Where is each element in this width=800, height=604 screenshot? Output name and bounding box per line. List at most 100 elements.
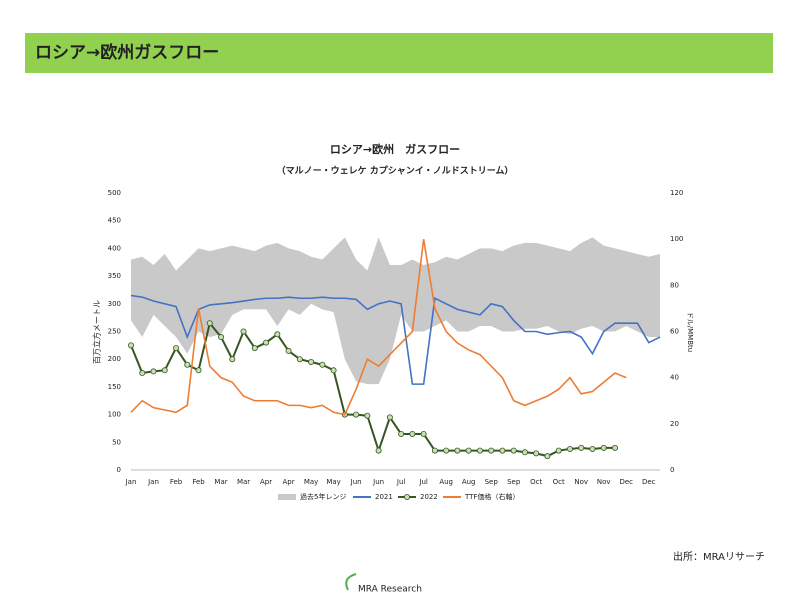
chart-subtitle: （マルノー・ウェレケ カプシャンイ・ノルドストリーム）	[277, 165, 514, 177]
marker	[330, 367, 337, 374]
x-tick-label: Sep	[485, 478, 499, 486]
y-tick-label: 500	[108, 189, 121, 197]
x-tick-label: Jun	[350, 478, 362, 486]
marker	[364, 412, 371, 419]
x-tick-label: Jun	[372, 478, 384, 486]
y2-tick-label: 60	[670, 328, 679, 336]
y-tick-label: 400	[108, 244, 121, 252]
marker	[285, 347, 292, 354]
marker	[600, 444, 607, 451]
marker	[465, 447, 472, 454]
marker	[240, 328, 247, 335]
y-axis-label: 百万立方メートル	[92, 300, 102, 364]
x-tick-label: Mar	[214, 478, 227, 486]
marker	[454, 447, 461, 454]
x-tick-label: Jan	[125, 478, 137, 486]
x-tick-label: May	[304, 478, 318, 486]
marker	[476, 447, 483, 454]
marker	[443, 447, 450, 454]
x-tick-label: Feb	[170, 478, 183, 486]
marker	[488, 447, 495, 454]
y2-tick-label: 40	[670, 374, 679, 382]
x-tick-label: Sep	[507, 478, 521, 486]
x-tick-label: Jul	[418, 478, 428, 486]
marker	[386, 414, 393, 421]
x-tick-label: May	[326, 478, 340, 486]
marker	[353, 411, 360, 418]
header-bar	[25, 33, 773, 73]
x-tick-label: Aug	[462, 478, 476, 486]
marker	[274, 331, 281, 338]
y-tick-label: 150	[108, 383, 121, 391]
y-tick-label: 250	[108, 328, 121, 336]
header-title: ロシア→欧州ガスフロー	[35, 42, 219, 63]
y-tick-label: 300	[108, 300, 121, 308]
marker	[139, 370, 146, 377]
marker	[161, 367, 168, 374]
legend-label: 2022	[420, 493, 438, 501]
marker	[589, 445, 596, 452]
logo: MRA Research	[358, 585, 422, 595]
marker	[578, 444, 585, 451]
series-line	[130, 294, 661, 385]
x-tick-label: Nov	[597, 478, 611, 486]
y-tick-label: 200	[108, 355, 121, 363]
marker	[555, 447, 562, 454]
legend-marker	[403, 493, 410, 500]
y2-tick-label: 100	[670, 235, 683, 243]
marker	[431, 447, 438, 454]
legend-swatch	[278, 494, 296, 500]
x-tick-label: Apr	[260, 478, 272, 486]
marker	[173, 345, 180, 352]
marker	[150, 368, 157, 375]
x-tick-label: Nov	[574, 478, 588, 486]
marker	[218, 334, 225, 341]
x-tick-label: Jan	[147, 478, 159, 486]
y-tick-label: 350	[108, 272, 121, 280]
marker	[544, 453, 551, 460]
y-tick-label: 0	[117, 466, 121, 474]
marker	[263, 339, 270, 346]
marker	[206, 320, 213, 327]
x-tick-label: Jul	[396, 478, 406, 486]
marker	[184, 361, 191, 368]
y2-tick-label: 80	[670, 281, 679, 289]
source: 出所：MRAリサーチ	[673, 550, 765, 563]
logo-icon	[345, 573, 357, 591]
x-tick-label: Dec	[619, 478, 633, 486]
legend-label: TTF価格（右軸）	[464, 492, 519, 501]
y2-tick-label: 120	[670, 189, 683, 197]
y-tick-label: 50	[112, 438, 121, 446]
marker	[127, 342, 134, 349]
range-area	[131, 237, 660, 385]
marker	[319, 361, 326, 368]
x-tick-label: Aug	[439, 478, 453, 486]
x-tick-label: Mar	[237, 478, 250, 486]
x-tick-label: Dec	[642, 478, 656, 486]
y-tick-label: 100	[108, 411, 121, 419]
marker	[566, 445, 573, 452]
x-tick-label: Oct	[530, 478, 542, 486]
y2-axis-label: ドル/MMBtu	[686, 312, 694, 352]
marker	[195, 367, 202, 374]
x-tick-label: Apr	[283, 478, 295, 486]
marker	[229, 356, 236, 363]
series-line	[130, 239, 627, 416]
y2-tick-label: 20	[670, 420, 679, 428]
marker	[308, 358, 315, 365]
marker	[296, 356, 303, 363]
chart-title: ロシア→欧州 ガスフロー	[330, 142, 460, 156]
marker	[521, 449, 528, 456]
x-tick-label: Oct	[553, 478, 565, 486]
marker	[499, 447, 506, 454]
x-tick-label: Feb	[192, 478, 205, 486]
marker	[420, 430, 427, 437]
legend-label: 過去5年レンジ	[300, 492, 346, 501]
y2-tick-label: 0	[670, 466, 674, 474]
marker	[375, 447, 382, 454]
marker	[251, 345, 258, 352]
y-tick-label: 450	[108, 217, 121, 225]
marker	[409, 430, 416, 437]
marker	[398, 430, 405, 437]
